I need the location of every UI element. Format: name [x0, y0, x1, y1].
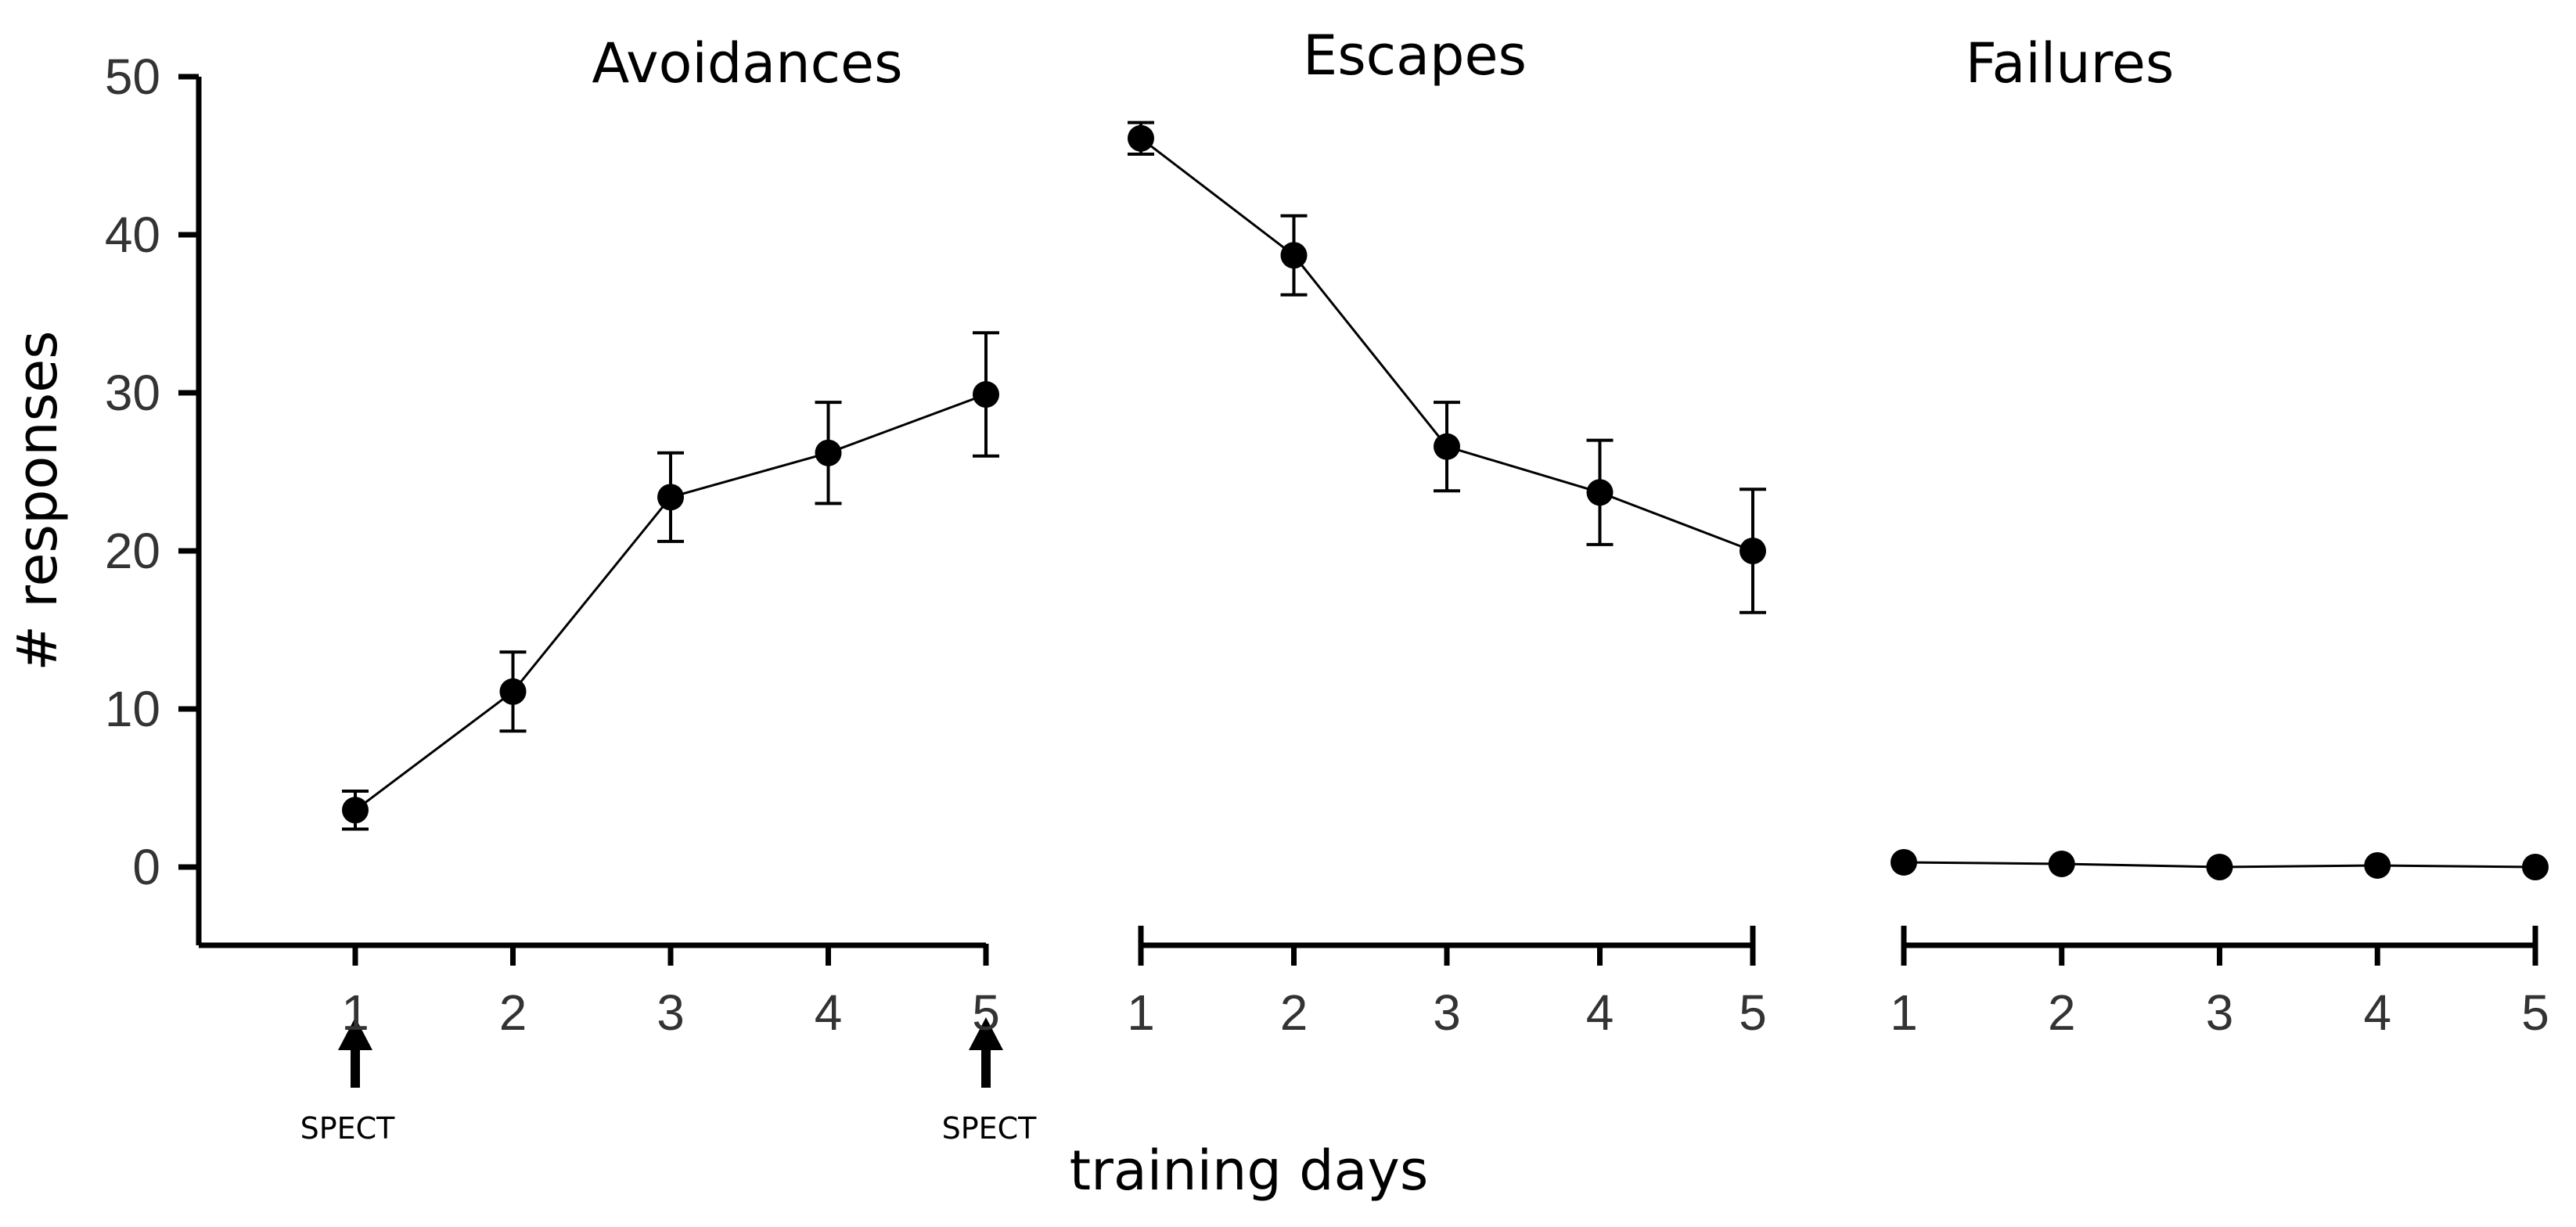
x-tick-label: 5: [1739, 984, 1767, 1041]
x-tick-label: 2: [2048, 984, 2076, 1041]
y-tick-label: 10: [105, 681, 160, 737]
x-tick-label: 4: [815, 984, 843, 1041]
data-point: [342, 797, 369, 824]
data-point: [2522, 854, 2549, 880]
y-tick-label: 40: [105, 207, 160, 263]
y-tick-label: 20: [105, 523, 160, 579]
panel-title-avoidances: Avoidances: [592, 31, 902, 95]
x-axis-label: training days: [1070, 1139, 1429, 1203]
x-tick-label: 5: [2521, 984, 2549, 1041]
x-tick-label: 3: [657, 984, 685, 1041]
y-tick-label: 0: [132, 839, 160, 895]
data-point: [973, 381, 999, 408]
data-point: [1280, 242, 1308, 269]
data-point: [1128, 124, 1154, 152]
x-tick-label: 4: [1586, 984, 1614, 1041]
x-tick-label: 4: [2363, 984, 2391, 1041]
panel-title-escapes: Escapes: [1303, 23, 1527, 88]
x-tick-label: 3: [2206, 984, 2234, 1041]
x-tick-label: 1: [341, 984, 369, 1041]
y-tick-label: 50: [105, 49, 160, 105]
y-axis: 0 10 20 30 40 50: [105, 49, 202, 945]
spect-arrow-day5: [969, 1017, 1003, 1088]
data-point: [1434, 433, 1460, 460]
data-point: [1891, 848, 1917, 876]
spect-annotation-day5: SPECT: [942, 1111, 1038, 1146]
x-tick-label: 3: [1433, 984, 1461, 1041]
data-point: [499, 678, 527, 705]
x-tick-label: 1: [1127, 984, 1155, 1041]
data-point: [657, 484, 684, 511]
y-axis-label: # responses: [5, 330, 70, 671]
data-point: [2048, 850, 2075, 877]
spect-arrow-day1: [338, 1017, 372, 1088]
x-tick-label: 1: [1890, 984, 1918, 1041]
panel-title-failures: Failures: [1966, 31, 2175, 95]
data-point: [2206, 854, 2233, 880]
data-point: [1740, 538, 1766, 564]
y-tick-label: 30: [105, 365, 160, 421]
spect-annotation-day1: SPECT: [300, 1111, 396, 1146]
data-point: [815, 439, 842, 466]
chart-marks: 1 2 3 4 5 1 2 3 4 5 1 2 3 4 5: [199, 121, 2549, 1041]
x-tick-label: 2: [1280, 984, 1308, 1041]
data-point: [2364, 851, 2391, 879]
x-tick-label: 2: [499, 984, 527, 1041]
data-point: [1586, 479, 1614, 506]
x-tick-label: 5: [972, 984, 1000, 1041]
